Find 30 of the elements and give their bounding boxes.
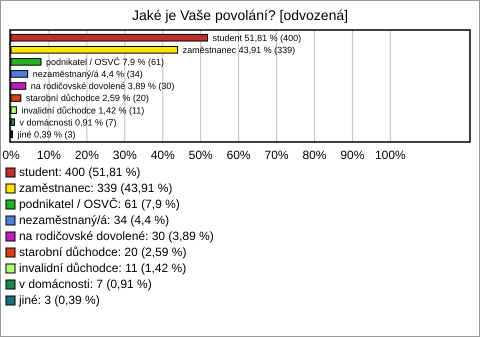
x-tick-label: 30% — [112, 148, 138, 162]
data-label: podnikatel / OSVČ 7,9 % (61) — [46, 57, 164, 68]
x-tick-label: 40% — [150, 148, 176, 162]
legend-label: nezaměstnaný/á: 34 (4,4 %) — [19, 213, 170, 227]
x-tick-label: 100% — [374, 148, 406, 162]
x-tick-label: 20% — [74, 148, 100, 162]
x-tick-label: 70% — [264, 148, 289, 162]
x-tick-label: 60% — [226, 148, 251, 162]
data-label: jiné 0,39 % (3) — [16, 129, 76, 140]
x-tick-label: 0% — [2, 148, 20, 162]
data-label: v domácnosti 0,91 % (7) — [19, 117, 116, 128]
x-tick-label: 50% — [188, 148, 213, 162]
legend-label: jiné: 3 (0,39 %) — [18, 293, 100, 307]
legend-label: invalidní důchodce: 11 (1,42 %) — [19, 261, 186, 275]
data-label: na rodičovské dovolené 3,89 % (30) — [30, 81, 174, 92]
legend-label: zaměstnanec: 339 (43,91 %) — [19, 181, 172, 195]
data-label: nezaměstnaný/á 4,4 % (34) — [32, 69, 143, 80]
data-label: student 51,81 % (400) — [212, 32, 302, 43]
x-tick-label: 10% — [36, 148, 62, 162]
data-label: zaměstnanec 43,91 % (339) — [182, 44, 296, 55]
legend-label: v domácnosti: 7 (0,91 %) — [19, 277, 152, 291]
legend-label: starobní důchodce: 20 (2,59 %) — [19, 245, 186, 259]
legend-label: podnikatel / OSVČ: 61 (7,9 %) — [19, 197, 180, 211]
legend-label: student: 400 (51,81 %) — [19, 165, 140, 179]
x-tick-label: 90% — [340, 148, 365, 162]
chart-title: Jaké je Vaše povolání? [odvozená] — [132, 7, 348, 23]
data-label: invalidní důchodce 1,42 % (11) — [21, 105, 144, 116]
legend-label: na rodičovské dovolené: 30 (3,89 %) — [19, 229, 214, 243]
x-tick-label: 80% — [302, 148, 327, 162]
data-label: starobní důchodce 2,59 % (20) — [26, 93, 149, 104]
